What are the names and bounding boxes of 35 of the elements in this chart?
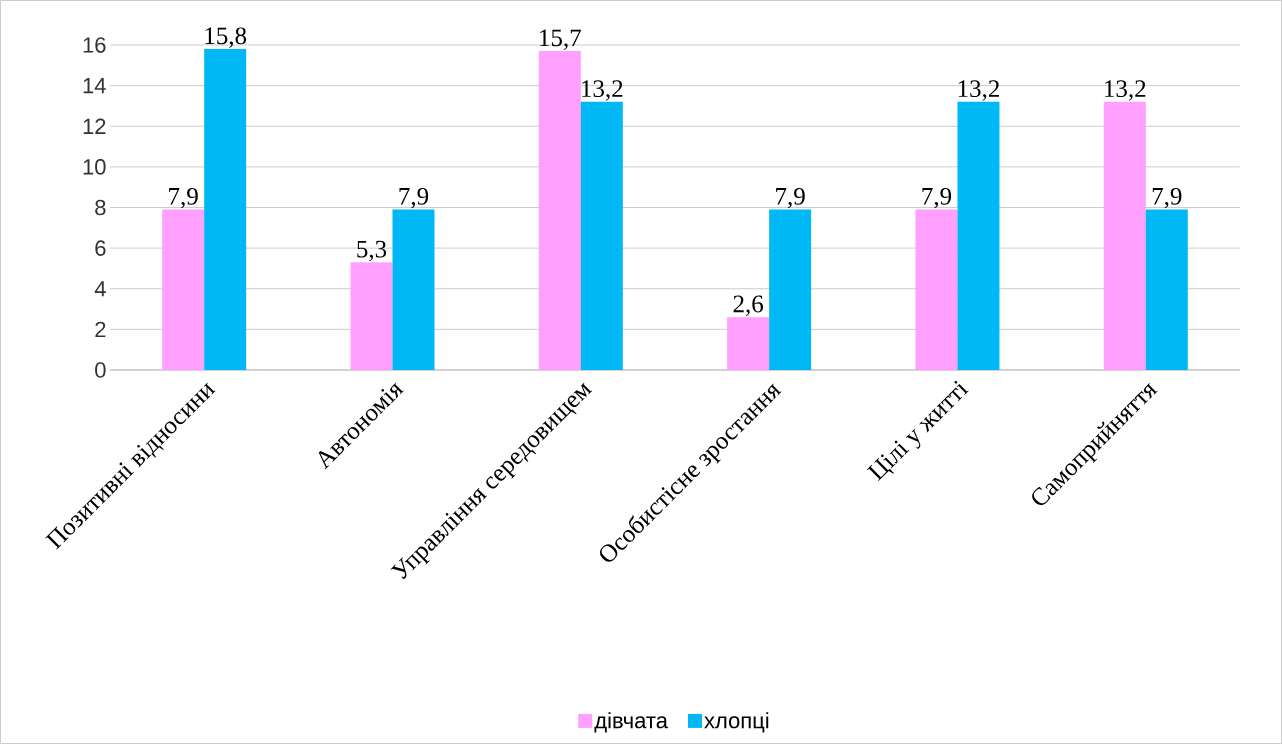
data-label: 13,2	[1105, 80, 1146, 101]
data-label: 13,2	[958, 80, 999, 101]
data-label: 7,9	[776, 187, 805, 209]
data-label: 15,7	[540, 29, 581, 50]
data-label: 5,3	[357, 240, 387, 262]
y-tick-label: 8	[95, 199, 106, 216]
data-label: 7,9	[1152, 187, 1182, 209]
bar	[162, 209, 205, 370]
bar	[392, 209, 435, 370]
y-tick-label: 16	[83, 37, 106, 53]
bar	[727, 317, 770, 370]
y-tick-label: 0	[95, 362, 106, 378]
y-tick-label: 10	[83, 159, 106, 175]
y-tick-label: 14	[83, 78, 106, 94]
bar	[580, 101, 623, 370]
data-label: 7,9	[399, 187, 429, 209]
data-label: 13,2	[582, 80, 623, 101]
legend-label: хлопці	[704, 712, 769, 733]
bar	[957, 101, 1000, 370]
data-label: 7,9	[169, 187, 198, 209]
bar	[769, 209, 812, 370]
bar	[538, 51, 581, 370]
bar	[204, 49, 247, 370]
bar	[350, 262, 393, 370]
legend-label: дівчата	[594, 712, 668, 733]
data-label: 7,9	[922, 187, 952, 209]
y-tick-label: 6	[95, 240, 106, 256]
y-tick-label: 2	[95, 321, 106, 338]
data-label: 2,6	[733, 295, 764, 316]
data-label: 15,8	[205, 27, 247, 48]
y-tick-label: 4	[94, 281, 106, 297]
bar	[1103, 101, 1146, 370]
y-tick-label: 12	[83, 118, 106, 134]
bar	[1145, 209, 1188, 370]
bar	[915, 209, 958, 370]
